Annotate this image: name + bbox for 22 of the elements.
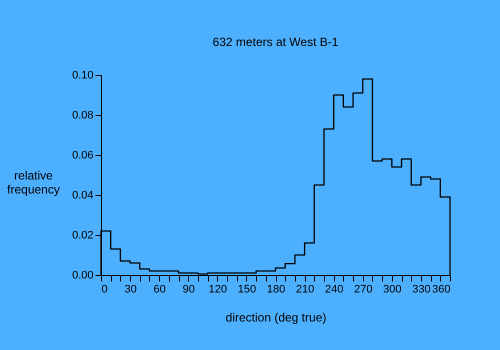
x-tick-label: 120 xyxy=(208,284,228,296)
chart-title: 632 meters at West B-1 xyxy=(212,35,339,49)
x-tick-label: 150 xyxy=(238,284,256,296)
x-tick-label: 0 xyxy=(102,284,108,296)
y-tick-label: 0.00 xyxy=(72,270,94,282)
x-tick-label: 180 xyxy=(266,284,286,296)
x-tick-label: 30 xyxy=(124,284,137,296)
x-tick-label: 300 xyxy=(383,284,402,296)
x-tick-label: 90 xyxy=(182,284,195,296)
x-tick-label: 240 xyxy=(324,284,344,296)
x-tick-label: 360 xyxy=(432,284,450,296)
y-tick-label: 0.04 xyxy=(72,190,94,202)
x-axis-title: direction (deg true) xyxy=(226,310,326,324)
y-tick-label: 0.10 xyxy=(72,70,94,82)
x-tick-label: 60 xyxy=(154,284,166,296)
y-axis-title: relative frequency xyxy=(7,168,60,196)
x-tick-label: 270 xyxy=(354,284,372,296)
y-tick-label: 0.02 xyxy=(72,230,94,242)
y-tick-label: 0.06 xyxy=(72,150,94,162)
x-tick-label: 330 xyxy=(412,284,431,296)
y-tick-label: 0.08 xyxy=(72,110,94,122)
x-tick-label: 210 xyxy=(296,284,314,296)
